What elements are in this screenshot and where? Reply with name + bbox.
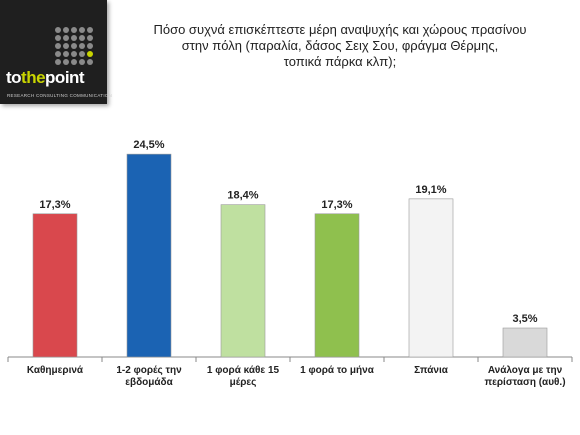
x-tick-label: 1 φορά κάθε 15 [207, 365, 280, 376]
x-tick-label: μέρες [230, 377, 257, 388]
logo-dot [71, 27, 77, 33]
logo-dot [63, 43, 69, 49]
logo-dot [55, 35, 61, 41]
bar [502, 327, 548, 358]
logo-dot [79, 59, 85, 65]
logo-dot [71, 59, 77, 65]
logo-tagline: RESEARCH CONSULTING COMMUNICATION [7, 93, 113, 98]
dot-grid-icon [55, 27, 93, 65]
x-tick-label: Ανάλογα με την [488, 365, 563, 376]
logo-wordmark: tothepoint [6, 68, 85, 87]
logo-dot [55, 27, 61, 33]
bar [314, 213, 360, 358]
logo-dot [55, 59, 61, 65]
logo-dot [87, 59, 93, 65]
logo-dot [87, 43, 93, 49]
bar-value-label: 19,1% [415, 184, 446, 196]
x-tick-label: περίσταση (αυθ.) [484, 377, 565, 388]
bar [126, 153, 172, 358]
bar [220, 204, 266, 358]
chart-title-line: στην πόλη (παραλία, δάσος Σειχ Σου, φράγ… [181, 38, 499, 53]
chart-title-line: Πόσο συχνά επισκέπτεστε μέρη αναψυχής κα… [153, 22, 527, 37]
x-tick-label: Καθημερινά [27, 365, 84, 376]
logo-dot [79, 51, 85, 57]
bar-value-label: 17,3% [321, 199, 352, 211]
logo-dot [71, 51, 77, 57]
logo-dot [63, 35, 69, 41]
logo-dot [79, 27, 85, 33]
logo-dot [71, 35, 77, 41]
logo-dot [87, 35, 93, 41]
logo-dot [71, 43, 77, 49]
logo-dot [63, 59, 69, 65]
logo-dot [55, 51, 61, 57]
x-tick-label: εβδομάδα [125, 377, 173, 388]
logo-dot [55, 43, 61, 49]
x-tick-label: 1 φορά το μήνα [300, 365, 375, 376]
logo-dot [63, 51, 69, 57]
company-logo: tothepoint RESEARCH CONSULTING COMMUNICA… [0, 0, 112, 104]
bar-value-label: 3,5% [512, 313, 537, 325]
logo-dot [79, 43, 85, 49]
chart-title: Πόσο συχνά επισκέπτεστε μέρη αναψυχής κα… [110, 22, 570, 70]
logo-dot [79, 35, 85, 41]
bar [408, 198, 454, 358]
bar [32, 213, 78, 358]
logo-dot [87, 51, 93, 57]
logo-dot [87, 27, 93, 33]
x-tick-label: Σπάνια [414, 365, 449, 376]
logo-dot [63, 27, 69, 33]
chart-title-line: τοπικά πάρκα κλπ); [283, 54, 397, 69]
bar-value-label: 17,3% [39, 199, 70, 211]
bar-value-label: 18,4% [227, 190, 258, 202]
x-tick-label: 1-2 φορές την [116, 365, 182, 376]
bar-value-label: 24,5% [133, 139, 164, 151]
